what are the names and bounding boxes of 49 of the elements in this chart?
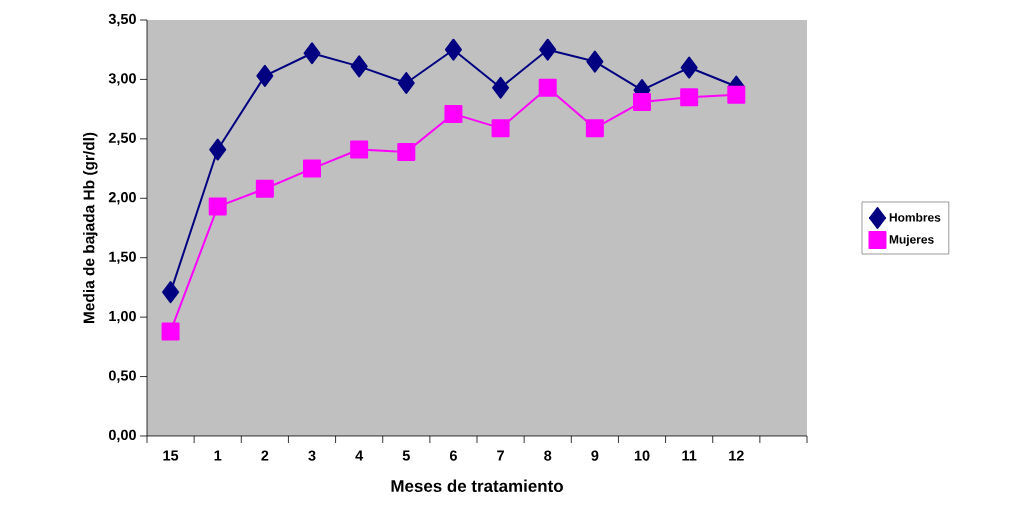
x-tick-label: 8 [544, 450, 552, 461]
y-tick-label: 2,00 [108, 192, 136, 205]
x-tick-label: 5 [402, 450, 410, 461]
point [444, 38, 462, 61]
point [209, 138, 227, 161]
y-tick-label: 2,50 [108, 132, 136, 145]
point [585, 119, 604, 138]
point [350, 140, 369, 159]
point [208, 197, 227, 216]
y-tick-label: 0,00 [108, 429, 136, 443]
point [586, 50, 604, 73]
x-tick-label: 4 [355, 450, 364, 461]
point [539, 38, 557, 61]
point [633, 93, 652, 111]
x-tick-label: 9 [591, 450, 599, 461]
y-tick-label: 3,00 [108, 73, 136, 86]
x-tick-label: 7 [497, 450, 504, 461]
x-tick-label: 3 [308, 450, 316, 461]
legend-label: Mujeres [889, 234, 934, 247]
point [397, 71, 415, 94]
y-tick-label: 1,00 [109, 310, 136, 324]
point [492, 76, 510, 99]
y-tick-label: 3,50 [108, 13, 136, 27]
point [444, 104, 463, 123]
y-tick-label: 1,50 [109, 251, 136, 264]
point [303, 159, 322, 178]
point [161, 322, 180, 341]
x-tick-label: 6 [449, 450, 457, 461]
x-tick-label: 10 [634, 450, 650, 461]
point [680, 88, 699, 107]
point [538, 78, 557, 97]
point [397, 142, 416, 161]
x-tick-label: 1 [214, 450, 222, 461]
point [727, 85, 746, 104]
x-tick-label: 2 [261, 450, 269, 461]
x-tick-label: 12 [729, 450, 744, 461]
y-tick-label: 0,50 [108, 370, 136, 383]
y-axis-title: Media de bajada Hb (gr/dl) [83, 132, 98, 324]
point [256, 64, 274, 87]
point [162, 281, 180, 304]
point [350, 55, 368, 78]
legend-label: Hombres [889, 212, 941, 222]
point [303, 42, 321, 65]
x-tick-label: 15 [163, 450, 179, 461]
point [680, 56, 698, 79]
x-tick-label: 11 [682, 450, 697, 461]
x-axis-title: Meses de tratamiento [391, 479, 563, 493]
point [491, 119, 510, 138]
point [255, 179, 274, 198]
